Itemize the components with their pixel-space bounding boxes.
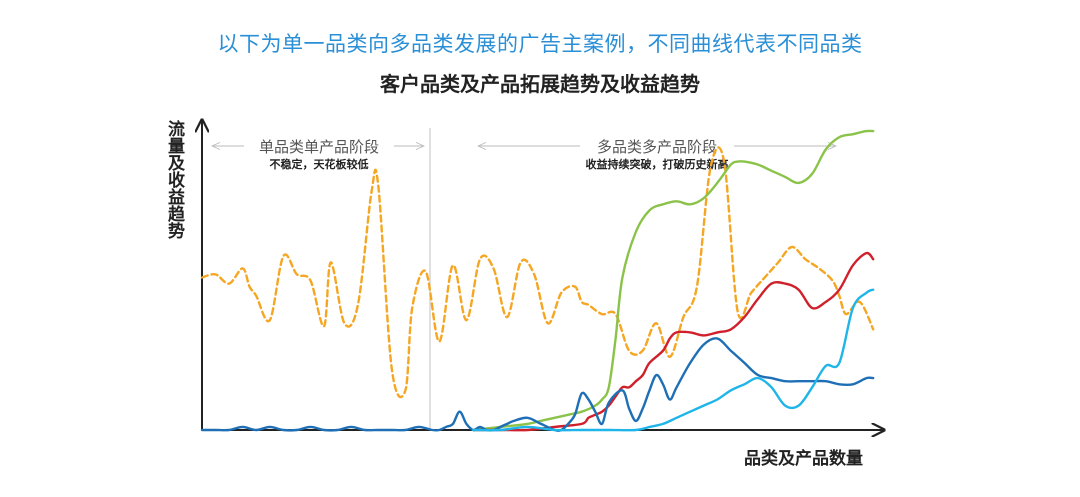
series-line-2 <box>472 251 875 432</box>
chart-subtitle: 以下为单一品类向多品类发展的广告主案例，不同曲线代表不同品类 <box>217 32 863 56</box>
stage-2-label: 多品类多产品阶段 <box>597 138 717 156</box>
chart-title: 客户品类及产品拓展趋势及收益趋势 <box>380 72 700 96</box>
series-line-4 <box>472 288 875 432</box>
series-line-1 <box>472 129 875 432</box>
x-axis-label: 品类及产品数量 <box>744 449 863 469</box>
stage-2-note: 收益持续突破，打破历史新高 <box>586 157 729 171</box>
stage-1-note: 不稳定，天花板较低 <box>270 157 369 171</box>
series-line-0 <box>200 146 875 399</box>
y-axis-label: 流量及收益趋势 <box>164 120 184 239</box>
series-line-3 <box>200 337 875 432</box>
stage-1-label: 单品类单产品阶段 <box>259 138 379 156</box>
